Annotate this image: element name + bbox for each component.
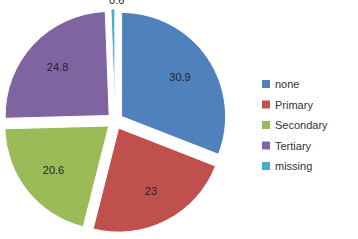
slice	[122, 12, 226, 154]
slice	[93, 128, 215, 232]
legend-label: missing	[275, 160, 312, 172]
legend-label: Primary	[275, 99, 313, 111]
slices	[5, 9, 226, 232]
data-label: 30.9	[169, 71, 190, 83]
legend: none Primary Secondary Tertiary missing	[262, 78, 328, 172]
pie-chart: 30.9 23 20.6 24.8 0.6 none Primary Secondary Ter…	[0, 0, 358, 239]
slice	[5, 12, 109, 119]
data-label: 24.8	[47, 61, 68, 73]
data-labels: 30.9 23 20.6 24.8 0.6	[43, 0, 191, 197]
legend-swatch	[262, 80, 270, 88]
legend-label: Secondary	[275, 119, 328, 131]
legend-swatch	[262, 121, 270, 129]
chart-container: 30.9 23 20.6 24.8 0.6 none Primary Secondary Ter…	[0, 0, 358, 239]
data-label: 20.6	[43, 164, 64, 176]
legend-label: none	[275, 78, 299, 90]
legend-label: Tertiary	[275, 140, 312, 152]
slice	[5, 126, 109, 227]
slice	[111, 9, 115, 113]
data-label: 23	[145, 185, 157, 197]
legend-swatch	[262, 142, 270, 150]
data-label: 0.6	[109, 0, 124, 6]
legend-swatch	[262, 101, 270, 109]
legend-swatch	[262, 162, 270, 170]
